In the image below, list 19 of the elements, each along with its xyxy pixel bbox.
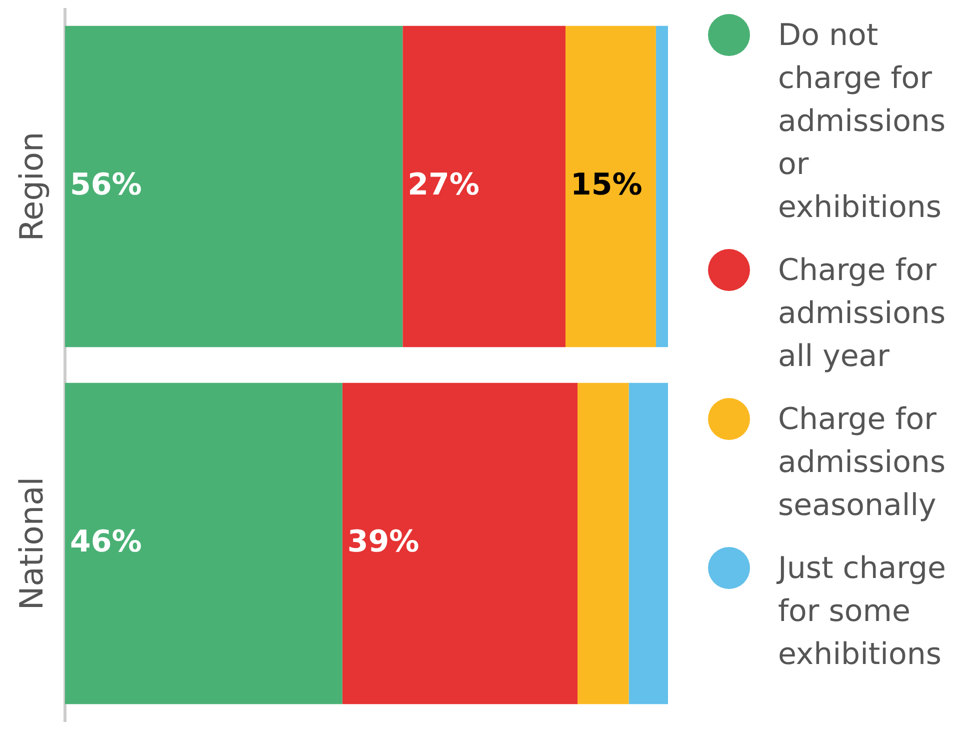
- data-label: 56%: [70, 167, 142, 202]
- bar: [628, 382, 668, 704]
- bar: [65, 26, 403, 348]
- legend-label: Do not charge for admissions or exhibitions: [778, 17, 947, 227]
- y-tick-label: National: [12, 476, 50, 610]
- data-label: 15%: [570, 167, 642, 202]
- bar: [402, 26, 566, 348]
- bar: [342, 382, 578, 704]
- y-tick-label: Region: [12, 132, 50, 242]
- bar: [565, 26, 656, 348]
- data-label: 39%: [347, 524, 420, 560]
- bar: [65, 382, 342, 704]
- bar: [656, 26, 668, 348]
- data-label: 46%: [70, 524, 142, 560]
- data-label: 27%: [408, 167, 480, 202]
- legend-label: Just charge for some exhibitions: [778, 550, 947, 674]
- legend-label: Charge for admissions all year: [778, 252, 947, 376]
- bar: [578, 382, 629, 704]
- legend-label: Charge for admissions seasonally: [778, 401, 947, 525]
